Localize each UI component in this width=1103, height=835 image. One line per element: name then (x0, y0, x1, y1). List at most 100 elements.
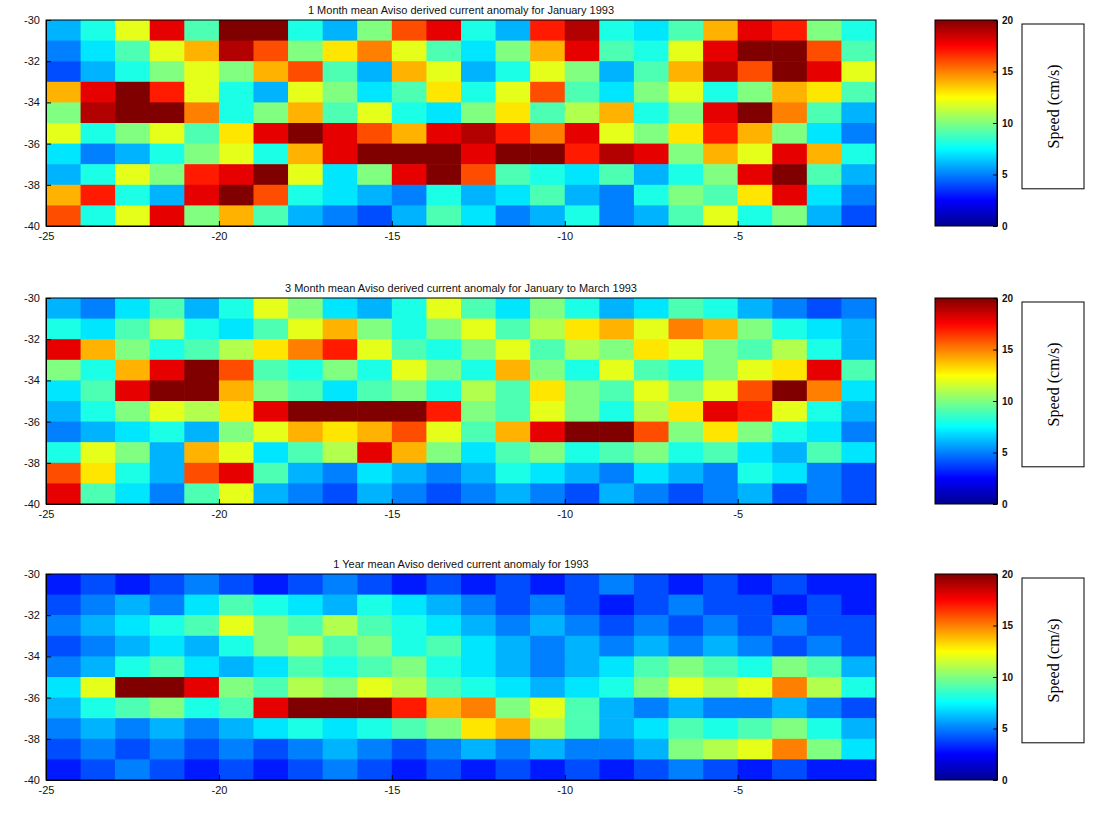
heat-cell (46, 615, 81, 636)
heat-cell (772, 61, 807, 82)
heat-cell (599, 82, 634, 103)
heat-cell (150, 574, 185, 595)
heat-cell (150, 380, 185, 401)
heat-cell (184, 205, 219, 226)
heat-cell (254, 360, 289, 381)
heat-cell (565, 123, 600, 144)
heat-cell (565, 759, 600, 780)
heat-cell (219, 718, 254, 739)
heat-cell (323, 615, 358, 636)
heat-cell (219, 442, 254, 463)
heat-cell (738, 339, 773, 360)
colorbar-axis-line (997, 575, 998, 781)
heat-cell (81, 636, 116, 657)
heat-cell (599, 463, 634, 484)
heat-cell (254, 677, 289, 698)
y-tick-mark (46, 61, 51, 62)
heat-cell (669, 615, 704, 636)
heat-cell (219, 656, 254, 677)
heat-cell (426, 595, 461, 616)
heat-cell (254, 164, 289, 185)
heat-cell (219, 759, 254, 780)
heat-cell (46, 319, 81, 340)
heat-cell (323, 61, 358, 82)
colorbar-tick-mark (993, 780, 997, 781)
colorbar-label-box: Speed (cm/s) (1022, 578, 1084, 743)
colorbar-axis: 05101520 (993, 15, 1014, 232)
heat-cell (461, 20, 496, 41)
heat-cell (772, 483, 807, 504)
heat-cell (81, 82, 116, 103)
heat-cell (738, 442, 773, 463)
heat-cell (81, 339, 116, 360)
heat-cell (426, 319, 461, 340)
heat-cell (772, 739, 807, 760)
x-tick-label: -5 (733, 784, 743, 796)
heat-cell (496, 144, 531, 165)
heat-cell (426, 759, 461, 780)
heat-cell (323, 442, 358, 463)
heat-cell (219, 360, 254, 381)
heat-cell (392, 483, 427, 504)
heat-cell (219, 380, 254, 401)
heat-cell (738, 298, 773, 319)
x-tick: -15 (384, 775, 400, 796)
y-tick: -30 (24, 568, 51, 580)
heat-cell (150, 61, 185, 82)
x-axis-line (47, 780, 877, 781)
heat-cell (669, 123, 704, 144)
heat-cell (530, 759, 565, 780)
heat-cell (841, 401, 876, 422)
heat-cell (46, 144, 81, 165)
heat-cell (115, 422, 150, 443)
x-axis: -25-20-15-10-5 (39, 499, 877, 520)
colorbar-tick: 15 (993, 620, 1014, 631)
heat-cell (772, 82, 807, 103)
heat-cell (357, 401, 392, 422)
heat-cell (669, 360, 704, 381)
heat-cell (530, 422, 565, 443)
colorbar-tick-mark (993, 401, 997, 402)
heat-cell (392, 422, 427, 443)
heat-cell (772, 360, 807, 381)
heat-cell (46, 123, 81, 144)
y-tick-label: -38 (24, 179, 40, 191)
heat-cell (254, 698, 289, 719)
heat-cell (496, 164, 531, 185)
heat-cell (426, 102, 461, 123)
heat-cell (738, 595, 773, 616)
heat-cell (323, 319, 358, 340)
x-axis-line (47, 226, 877, 227)
heat-cell (772, 20, 807, 41)
heat-cell (634, 483, 669, 504)
heat-cell (530, 380, 565, 401)
heat-cell (357, 41, 392, 62)
heat-cell (772, 298, 807, 319)
heat-cell (496, 574, 531, 595)
heat-cell (323, 677, 358, 698)
heat-cell (634, 636, 669, 657)
y-tick-mark (46, 339, 51, 340)
x-tick-mark (392, 775, 393, 780)
heat-cell (426, 442, 461, 463)
x-tick-label: -10 (557, 784, 573, 796)
heat-cell (357, 718, 392, 739)
x-tick: -10 (557, 499, 573, 520)
heat-cell (703, 574, 738, 595)
heat-cell (599, 164, 634, 185)
heat-cell (772, 759, 807, 780)
heat-cell (634, 319, 669, 340)
heat-cell (599, 61, 634, 82)
x-tick-label: -25 (39, 508, 55, 520)
x-tick-label: -15 (384, 508, 400, 520)
heat-cell (426, 164, 461, 185)
colorbar-label: Speed (cm/s) (1045, 618, 1063, 702)
heat-cell (150, 595, 185, 616)
y-tick: -32 (24, 609, 51, 621)
colorbar-tick: 5 (993, 723, 1008, 734)
heat-cell (461, 164, 496, 185)
heat-cell (288, 185, 323, 206)
heat-cell (150, 636, 185, 657)
heat-cell (254, 82, 289, 103)
heat-cell (357, 339, 392, 360)
